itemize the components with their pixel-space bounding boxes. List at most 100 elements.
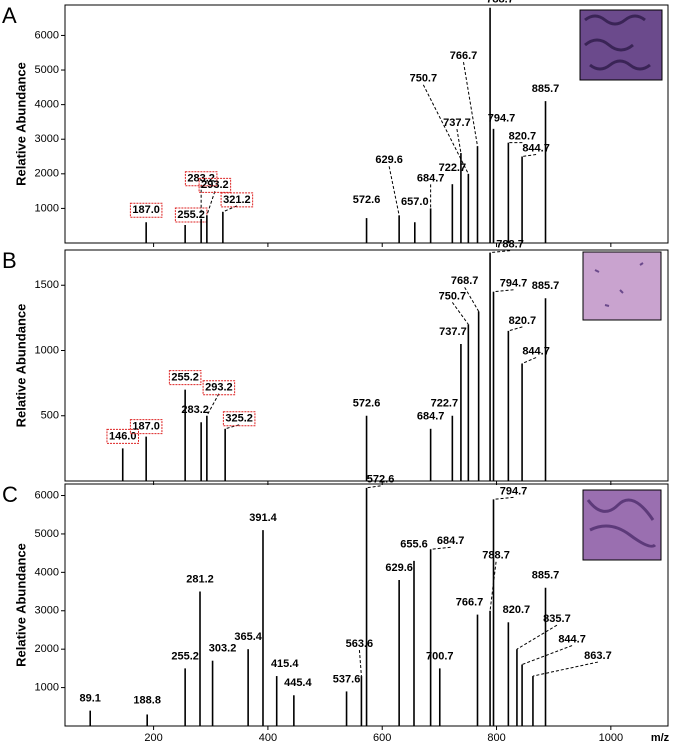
y-tick-label: 3000 (35, 605, 59, 617)
peak-label: 885.7 (532, 83, 560, 95)
peak-label: 794.7 (500, 278, 528, 290)
label-box (202, 380, 236, 396)
y-tick-label: 1000 (35, 344, 59, 356)
y-tick-label: 1000 (35, 681, 59, 693)
tissue-inset (582, 251, 662, 321)
leader-line (456, 128, 462, 154)
peak-label: 794.7 (500, 485, 528, 497)
peak-label: 700.7 (426, 650, 454, 662)
peak-label: 766.7 (450, 50, 478, 62)
leader-line (463, 62, 478, 147)
label-box (220, 192, 254, 208)
leader-line (206, 191, 216, 216)
peak-label: 283.2 (181, 404, 209, 416)
y-tick-label: 1500 (35, 279, 59, 291)
panel-letter: C (2, 482, 18, 507)
leader-line (522, 154, 537, 158)
y-tick-label: 2000 (35, 168, 59, 180)
x-tick-label: 800 (487, 732, 505, 744)
peak-label: 187.0 (132, 421, 160, 433)
peak-label: 303.2 (209, 643, 237, 655)
peak-label: 321.2 (223, 194, 251, 206)
peak-label: 293.2 (201, 179, 229, 191)
peak-label: 844.7 (522, 345, 550, 357)
tissue-inset (579, 9, 663, 81)
peak-label: 655.6 (400, 539, 428, 551)
y-tick-label: 6000 (35, 489, 59, 501)
tissue-texture (584, 14, 651, 71)
label-box (168, 370, 202, 386)
peak-label: 820.7 (509, 131, 537, 143)
peak-label: 629.6 (375, 154, 403, 166)
y-tick-label: 500 (41, 410, 59, 422)
peak-label: 283.2 (187, 173, 215, 185)
peak-label: 750.7 (410, 73, 438, 85)
peak-label: 788.7 (486, 0, 514, 6)
x-tick-label: 400 (259, 732, 277, 744)
peak-label: 750.7 (439, 290, 467, 302)
y-tick-label: 5000 (35, 528, 59, 540)
peak-label: 629.6 (385, 562, 413, 574)
label-box (222, 411, 256, 427)
y-tick-label: 6000 (35, 29, 59, 41)
y-axis-label: Relative Abundance (13, 62, 28, 186)
peak-label: 722.7 (431, 398, 459, 410)
peak-label: 863.7 (584, 650, 612, 662)
leader-line (451, 302, 469, 325)
peak-label: 844.7 (522, 142, 550, 154)
peak-label: 788.7 (482, 550, 510, 562)
peak-label: 325.2 (225, 413, 253, 425)
leader-line (508, 326, 523, 332)
tissue-texture (594, 262, 644, 307)
peak-label: 255.2 (171, 650, 199, 662)
peak-label: 885.7 (532, 280, 560, 292)
peak-label: 255.2 (177, 209, 205, 221)
x-tick-label: 600 (373, 732, 391, 744)
peak-label: 722.7 (439, 162, 467, 174)
peak-label: 835.7 (543, 613, 571, 625)
peak-label: 820.7 (509, 315, 537, 327)
leader-line (516, 624, 558, 650)
leader-line (422, 84, 469, 175)
x-tick-label: 200 (144, 732, 162, 744)
leader-line (464, 287, 480, 312)
peak-label: 146.0 (109, 430, 137, 442)
x-axis-label: m/z (651, 732, 670, 744)
leader-line (489, 561, 497, 611)
y-tick-label: 5000 (35, 64, 59, 76)
peak-label: 293.2 (205, 382, 233, 394)
peak-label: 572.6 (353, 398, 381, 410)
y-tick-label: 1000 (35, 202, 59, 214)
leader-line (493, 289, 514, 293)
peak-label: 89.1 (79, 693, 100, 705)
label-box (184, 171, 218, 187)
panel-letter: A (2, 3, 17, 28)
peak-label: 885.7 (532, 570, 560, 582)
leader-line (206, 393, 220, 416)
y-axis-label: Relative Abundance (13, 543, 28, 667)
label-box (174, 207, 208, 223)
leader-line (430, 546, 451, 550)
peak-label: 844.7 (558, 633, 586, 645)
peak-label: 365.4 (234, 631, 262, 643)
peak-label: 572.6 (353, 194, 381, 206)
leader-line (532, 661, 599, 677)
tissue-texture (586, 498, 657, 548)
peak-label: 684.7 (417, 411, 445, 423)
leader-line (358, 650, 362, 677)
x-tick-label: 1000 (599, 732, 623, 744)
y-tick-label: 2000 (35, 643, 59, 655)
leader-line (521, 357, 537, 365)
peak-label: 415.4 (271, 658, 299, 670)
peak-label: 788.7 (496, 239, 524, 251)
peak-label: 768.7 (451, 275, 479, 287)
y-axis-label: Relative Abundance (13, 304, 28, 428)
peak-label: 684.7 (437, 535, 465, 547)
peak-label: 657.0 (401, 196, 429, 208)
panel-letter: B (2, 248, 17, 273)
y-tick-label: 4000 (35, 99, 59, 111)
peak-label: 187.0 (132, 204, 160, 216)
peak-label: 737.7 (443, 117, 471, 129)
peak-label: 794.7 (488, 113, 516, 125)
